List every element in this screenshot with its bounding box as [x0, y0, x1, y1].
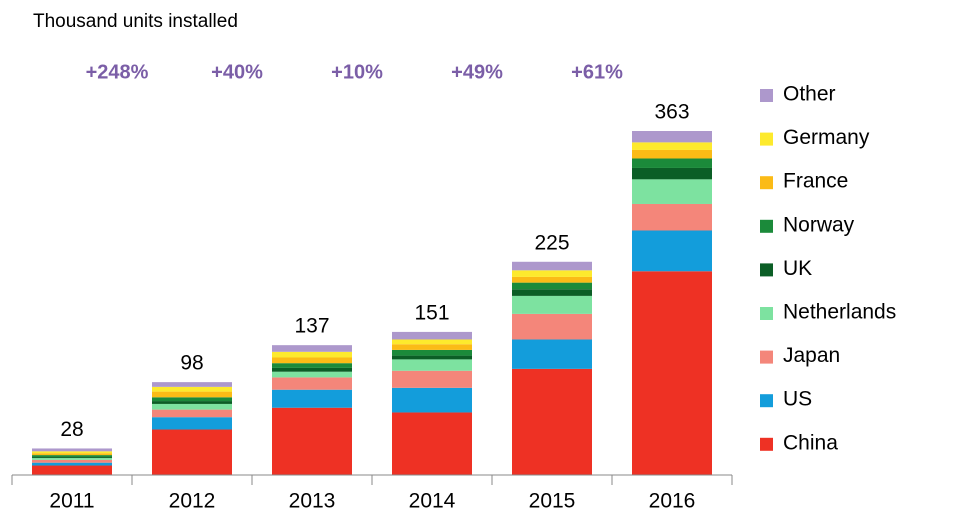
legend-swatch: [760, 437, 773, 451]
bar-segment: [272, 363, 352, 368]
bar-segment: [152, 417, 232, 430]
legend-label: UK: [783, 257, 812, 280]
x-tick-label: 2011: [49, 490, 94, 513]
legend-swatch: [760, 89, 773, 102]
x-tick-label: 2013: [289, 490, 336, 513]
bar-segment: [32, 455, 112, 457]
bar-segment: [32, 453, 112, 456]
legend-swatch: [760, 132, 773, 146]
growth-label: +248%: [86, 61, 149, 83]
bar-segment: [512, 276, 592, 283]
bar-segment: [632, 142, 712, 150]
bar-segment: [152, 382, 232, 387]
legend-label: China: [783, 431, 838, 454]
bar-segment: [272, 377, 352, 390]
bar-segment: [632, 271, 712, 475]
growth-label: +10%: [331, 61, 383, 83]
x-tick-label: 2015: [529, 490, 576, 513]
bar-segment: [152, 401, 232, 404]
bar-segment: [272, 389, 352, 408]
bar-segment: [272, 367, 352, 372]
bar-segment: [392, 359, 472, 371]
legend-label: Other: [783, 83, 836, 106]
legend-swatch: [760, 394, 773, 408]
growth-label: +49%: [451, 61, 503, 83]
x-tick-label: 2012: [169, 490, 216, 513]
bar-segment: [392, 344, 472, 350]
bar-segment: [392, 349, 472, 356]
total-label: 98: [180, 352, 203, 375]
bar-segment: [512, 261, 592, 271]
bar-segment: [152, 386, 232, 392]
bar-segment: [392, 370, 472, 388]
bar-segment: [32, 462, 112, 466]
bar-segment: [632, 149, 712, 159]
bar-segment: [512, 270, 592, 277]
bar-segment: [392, 331, 472, 340]
bar-segment: [32, 448, 112, 452]
total-label: 151: [414, 301, 449, 324]
bar-segment: [392, 355, 472, 360]
bar-segment: [632, 158, 712, 168]
bar-segment: [152, 403, 232, 410]
bar-segment: [32, 465, 112, 475]
bar-segment: [512, 289, 592, 296]
bar-segment: [392, 387, 472, 413]
total-label: 28: [60, 418, 83, 441]
total-label: 363: [654, 101, 689, 124]
bar-segment: [272, 371, 352, 378]
bar-segment: [512, 368, 592, 475]
bar-segment: [32, 451, 112, 454]
bar-segment: [392, 339, 472, 345]
legend-label: France: [783, 170, 848, 193]
bar-segment: [272, 407, 352, 475]
bar-segment: [512, 313, 592, 340]
bar-segment: [392, 412, 472, 475]
bar-segment: [512, 282, 592, 290]
total-label: 225: [534, 231, 569, 254]
x-tick-label: 2014: [409, 490, 456, 513]
bar-segment: [152, 391, 232, 398]
bar-segment: [152, 397, 232, 402]
total-label: 137: [294, 315, 329, 338]
bar-segment: [32, 459, 112, 463]
bar-segment: [632, 131, 712, 143]
bar-segment: [632, 179, 712, 204]
x-tick-label: 2016: [649, 490, 696, 513]
growth-label: +61%: [571, 61, 623, 83]
bar-segment: [632, 230, 712, 272]
bar-segment: [272, 351, 352, 358]
legend-label: Norway: [783, 213, 855, 236]
bar-segment: [152, 429, 232, 475]
chart-title: Thousand units installed: [33, 11, 238, 32]
legend-label: Japan: [783, 344, 840, 367]
bar-segment: [272, 345, 352, 352]
legend-swatch: [760, 350, 773, 364]
legend-label: Germany: [783, 126, 870, 149]
legend-label: US: [783, 388, 812, 411]
bar-segment: [512, 295, 592, 314]
bar-segment: [632, 167, 712, 180]
bar-segment: [152, 409, 232, 418]
bar-segment: [272, 357, 352, 364]
bar-segment: [512, 339, 592, 369]
bar-segment: [32, 456, 112, 458]
legend-swatch: [760, 176, 773, 190]
legend-swatch: [760, 219, 773, 233]
legend-swatch: [760, 307, 773, 320]
bar-segment: [32, 457, 112, 460]
growth-label: +40%: [211, 61, 263, 83]
legend-swatch: [760, 263, 773, 277]
bar-segment: [632, 203, 712, 231]
legend-label: Netherlands: [783, 301, 896, 324]
